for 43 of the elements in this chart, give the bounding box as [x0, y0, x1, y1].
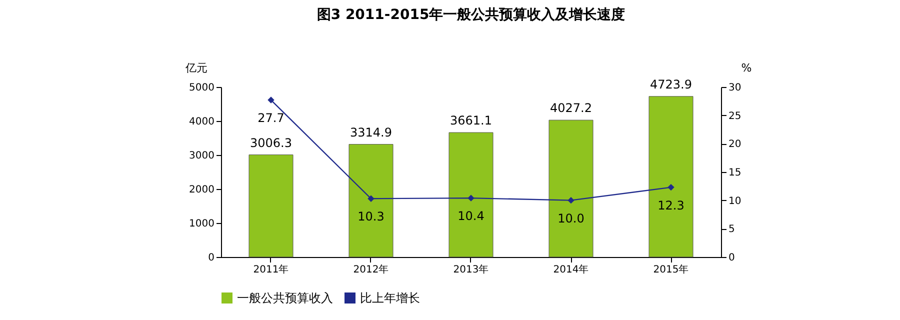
point: [468, 194, 474, 202]
data-label: 3006.3: [250, 136, 292, 150]
data-label: 4723.9: [650, 77, 692, 92]
chart-title: 图3 2011-2015年一般公共预算收入及增长速度: [316, 6, 626, 23]
y2-tick-label: 30: [728, 82, 742, 94]
x-tick-label: 2015年: [653, 264, 689, 276]
data-label: 27.7: [258, 111, 284, 126]
data-label: 10.4: [458, 209, 484, 224]
bar: [448, 132, 494, 258]
x-tick-label: 2013年: [453, 264, 489, 276]
y2-tick-label: 0: [728, 252, 735, 264]
x-tick-label: 2012年: [353, 264, 389, 276]
legend-label: 一般公共预算收入: [237, 291, 333, 305]
y2-tick-label: 20: [728, 139, 742, 150]
y-tick-label: 1000: [189, 218, 214, 230]
point: [568, 196, 574, 204]
data-label: 12.3: [658, 198, 684, 212]
bar: [348, 144, 394, 258]
bar: [548, 120, 594, 258]
y2-axis-title: %: [741, 62, 752, 74]
data-label: 3314.9: [350, 125, 392, 140]
legend-label: 比上年增长: [360, 291, 420, 305]
data-label: 10.0: [558, 211, 584, 226]
x-tick-label: 2014年: [553, 264, 589, 276]
point: [668, 184, 674, 191]
y2-tick-label: 25: [728, 110, 742, 122]
y-tick-label: 3000: [189, 150, 214, 162]
bar: [248, 154, 294, 258]
y2-tick-label: 5: [728, 224, 735, 236]
data-label: 3661.1: [450, 114, 492, 128]
y-axis-title: 亿元: [184, 62, 208, 74]
y-tick-label: 2000: [189, 184, 214, 196]
point: [368, 195, 374, 202]
x-tick-label: 2011年: [253, 264, 289, 276]
data-label: 4027.2: [550, 101, 592, 116]
y-tick-label: 4000: [189, 116, 214, 128]
y-tick-label: 5000: [189, 82, 214, 94]
y2-tick-label: 15: [728, 168, 742, 178]
y-tick-label: 0: [208, 252, 214, 264]
point: [268, 96, 274, 104]
data-label: 10.3: [358, 210, 384, 224]
bar: [648, 96, 694, 258]
y2-tick-label: 10: [728, 196, 742, 207]
